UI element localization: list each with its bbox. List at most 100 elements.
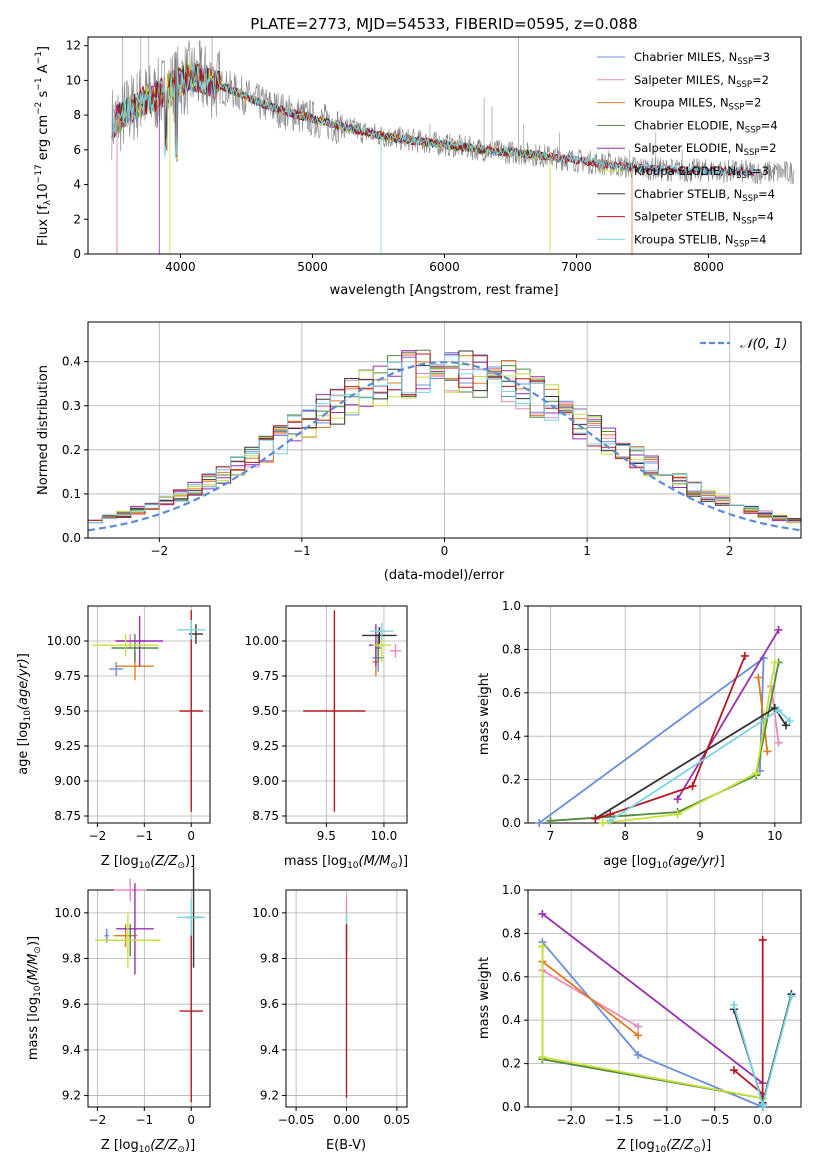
panel-age_vs_mass: 9.5 10.0 8.75 9.00 9.25 9.50 9.75 10.00 (245, 605, 408, 843)
y-tick-label: 0.3 (62, 399, 81, 413)
spectrum-ticks: 4000 5000 6000 7000 8000 0 2 4 6 8 10 12 (66, 39, 724, 274)
age-vs-z-ylabel: age [log10(age/yr)] (16, 653, 33, 775)
x-tick-label: −1 (135, 1113, 153, 1127)
mass-vs-z-xlabel: Z [log10(Z/Z⊙)] (101, 1138, 195, 1155)
x-tick-label: 9.5 (317, 829, 336, 843)
weight-series (541, 946, 763, 1100)
y-tick-label: 9.4 (62, 1043, 81, 1057)
panel-weight_vs_age: 7 8 9 10 0.0 0.2 0.4 0.6 0.8 1.0 (502, 599, 802, 843)
x-tick-label: 0 (187, 1113, 195, 1127)
legend-name: Salpeter MILES, N (634, 73, 736, 87)
weight-series (676, 629, 780, 800)
weight-marker (787, 992, 796, 1001)
panel-weight_vs_Z: −2.0 −1.5 −1.0 −0.5 0.0 0.0 0.2 0.4 0.6 0.8 1.0 (502, 883, 802, 1127)
weight-marker (546, 816, 555, 825)
y-tick-label: 0.0 (62, 531, 81, 545)
legend-n: =4 (758, 187, 775, 201)
y-tick-label: 10.0 (54, 906, 81, 920)
y-tick-label: 9.8 (62, 952, 81, 966)
legend-label: Chabrier ELODIE, NSSP=4 (634, 118, 778, 135)
mass-vs-ebv-xlabel: E(B-V) (326, 1138, 366, 1153)
y-tick-label: 9.00 (54, 774, 81, 788)
legend-n: =4 (749, 232, 766, 246)
y-tick-label: 4 (73, 178, 81, 192)
weight-marker (774, 706, 783, 715)
spectrum-ylabel: Flux [fλ10−17 erg cm−2 s−1 A−1] (34, 46, 53, 246)
legend-name: Salpeter STELIB, N (634, 210, 741, 224)
y-tick-label: 10.0 (252, 906, 279, 920)
legend-n: =4 (757, 210, 774, 224)
axes-frame (285, 889, 408, 1108)
legend-label: Kroupa ELODIE, NSSP=3 (634, 164, 769, 181)
weight-marker (752, 769, 761, 778)
weight-marker (634, 1022, 643, 1031)
x-tick-label: −1.5 (604, 1113, 633, 1127)
x-tick-label: −1 (293, 544, 311, 558)
y-tick-label: 10 (66, 73, 81, 87)
weight-marker (634, 1050, 643, 1059)
x-tick-label: 9 (696, 829, 704, 843)
legend-label: Salpeter MILES, NSSP=2 (634, 73, 769, 90)
weight-series (541, 946, 764, 1105)
y-tick-label: 0.4 (502, 1013, 521, 1027)
legend-sub: SSP (736, 80, 752, 90)
axes-frame (527, 605, 802, 824)
weight-marker (598, 819, 607, 827)
legend-n: =2 (752, 73, 769, 87)
weight-marker (785, 717, 794, 726)
legend-sub: SSP (734, 239, 750, 249)
legend-label: Kroupa MILES, NSSP=2 (634, 96, 761, 113)
weight-series (541, 941, 764, 1108)
weight-marker (634, 1031, 643, 1040)
y-tick-label: 0.2 (62, 443, 81, 457)
x-tick-label: 0.05 (384, 1113, 411, 1127)
legend-sub: SSP (744, 148, 760, 158)
y-tick-label: 8.75 (252, 809, 279, 823)
y-tick-label: 9.50 (252, 704, 279, 718)
x-tick-label: −2.0 (557, 1113, 586, 1127)
legend-sub: SSP (729, 103, 745, 113)
weight-marker (591, 814, 600, 823)
mass-vs-z-ylabel: mass [log10(M/M⊙)] (26, 936, 43, 1060)
y-tick-label: 0.2 (502, 1057, 521, 1071)
spectrum-panel: PLATE=2773, MJD=54533, FIBERID=0595, z=0… (34, 15, 802, 298)
legend-n: =2 (760, 141, 777, 155)
weight-marker (758, 1100, 767, 1109)
legend-n: =3 (752, 164, 769, 178)
legend-name: Salpeter ELODIE, N (634, 141, 744, 155)
legend-sub: SSP (742, 194, 758, 204)
y-tick-label: 8 (73, 108, 81, 122)
legend-name: Kroupa ELODIE, N (634, 164, 736, 178)
legend-name: Chabrier STELIB, N (634, 187, 742, 201)
histogram-ticks: −2 −1 0 1 2 0.0 0.1 0.2 0.3 0.4 (62, 321, 802, 558)
weight-series (602, 662, 776, 824)
y-tick-label: 10.00 (245, 634, 279, 648)
y-tick-label: 0.6 (502, 686, 521, 700)
legend-n: =4 (761, 118, 778, 132)
x-tick-label: 5000 (297, 260, 328, 274)
x-tick-label: 4000 (165, 260, 196, 274)
legend-label: Salpeter ELODIE, NSSP=2 (634, 141, 777, 158)
weight-vs-age-xlabel: age [log10(age/yr)] (603, 854, 725, 871)
axes-frame (87, 605, 211, 824)
y-tick-label: 1.0 (502, 883, 521, 897)
y-tick-label: 9.2 (260, 1089, 279, 1103)
residual-panel: −2 −1 0 1 2 0.0 0.1 0.2 0.3 0.4 (data-model)/erro… (36, 321, 802, 583)
weight-marker (729, 1001, 738, 1010)
axes-frame (285, 605, 408, 824)
legend-n: =3 (753, 50, 770, 64)
y-tick-label: 0.1 (62, 487, 81, 501)
x-tick-label: 7 (547, 829, 555, 843)
weight-marker (754, 673, 763, 682)
y-tick-label: 9.6 (62, 997, 81, 1011)
axes-frame (527, 889, 802, 1108)
weight-series (541, 960, 639, 1037)
x-tick-label: 0.00 (333, 1113, 360, 1127)
y-tick-label: 9.25 (54, 739, 81, 753)
x-tick-label: −0.05 (278, 1113, 315, 1127)
histogram-legend: 𝒩(0, 1) (700, 337, 787, 352)
axes-frame (87, 321, 802, 539)
y-tick-label: 9.50 (54, 704, 81, 718)
